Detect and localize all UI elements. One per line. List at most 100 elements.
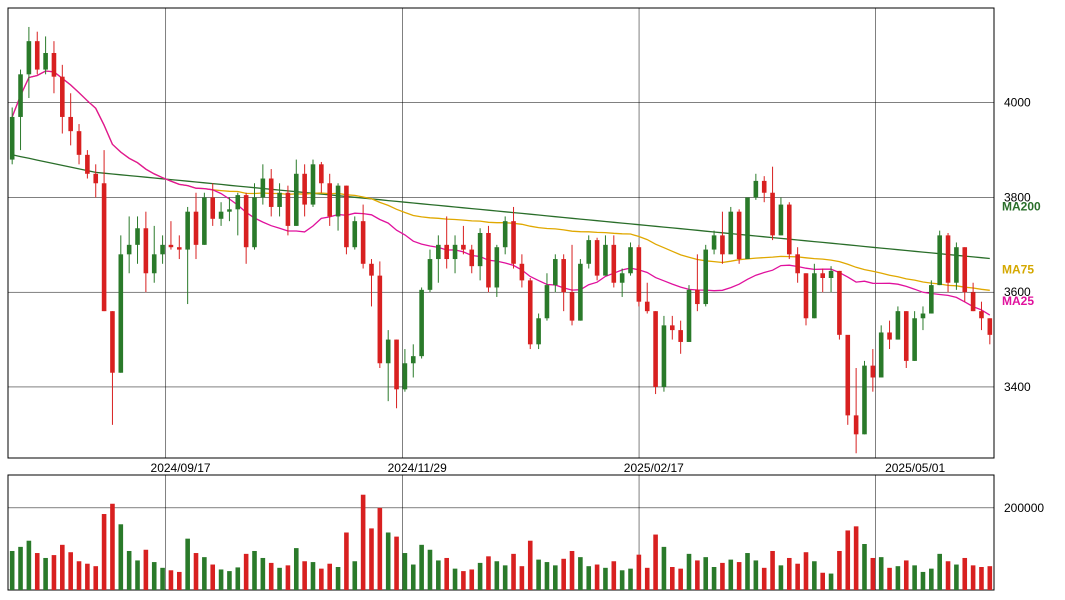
candle-body xyxy=(177,247,182,249)
volume-bar xyxy=(921,572,926,590)
candle-body xyxy=(561,259,566,292)
volume-bar xyxy=(18,547,23,590)
candle-body xyxy=(503,221,508,247)
y-tick-label: 4000 xyxy=(1004,96,1031,110)
candle-body xyxy=(35,41,40,69)
volume-bar xyxy=(261,558,266,590)
candle-body xyxy=(344,186,349,248)
volume-bar xyxy=(612,561,617,590)
volume-bar xyxy=(645,568,650,590)
candle-body xyxy=(469,250,474,267)
volume-bar xyxy=(779,565,784,590)
volume-bar xyxy=(486,556,491,590)
candle-body xyxy=(737,212,742,259)
candle-body xyxy=(43,53,48,70)
volume-bar xyxy=(988,566,993,590)
candle-body xyxy=(336,186,341,217)
volume-bar xyxy=(428,550,433,590)
volume-bar xyxy=(854,526,859,590)
candle-body xyxy=(119,254,124,372)
candle-body xyxy=(586,240,591,264)
candle-body xyxy=(444,245,449,259)
volume-bar xyxy=(27,541,32,590)
candle-body xyxy=(235,195,240,209)
volume-bar xyxy=(369,528,374,590)
volume-bar xyxy=(946,561,951,590)
candle-body xyxy=(937,235,942,285)
volume-bar xyxy=(135,560,140,590)
volume-bar xyxy=(503,565,508,590)
candle-body xyxy=(394,340,399,390)
y-tick-label: 3400 xyxy=(1004,380,1031,394)
candle-body xyxy=(378,276,383,364)
candle-body xyxy=(570,292,575,320)
candle-body xyxy=(620,273,625,282)
candle-body xyxy=(829,271,834,278)
candle-body xyxy=(436,245,441,259)
candle-body xyxy=(645,302,650,311)
candle-body xyxy=(762,181,767,193)
volume-bar xyxy=(194,553,199,590)
candle-body xyxy=(386,340,391,364)
volume-bar xyxy=(386,533,391,591)
candle-body xyxy=(779,205,784,236)
candle-body xyxy=(352,221,357,247)
candle-body xyxy=(553,259,558,285)
candle-body xyxy=(261,179,266,198)
volume-bar xyxy=(971,565,976,590)
volume-bar xyxy=(896,566,901,590)
candle-body xyxy=(327,183,332,216)
candle-body xyxy=(820,273,825,278)
candle-body xyxy=(102,183,107,311)
volume-bar xyxy=(52,555,57,590)
ma-label: MA25 xyxy=(1002,294,1034,308)
volume-bar xyxy=(177,572,182,590)
volume-bar xyxy=(528,541,533,590)
candle-body xyxy=(962,247,967,292)
volume-bar xyxy=(653,535,658,590)
volume-bar xyxy=(795,564,800,590)
ma-label: MA75 xyxy=(1002,263,1034,277)
volume-bar xyxy=(829,574,834,590)
volume-bar xyxy=(269,563,274,590)
volume-bar xyxy=(703,557,708,590)
candle-body xyxy=(294,174,299,226)
volume-bar xyxy=(336,567,341,590)
candle-body xyxy=(403,363,408,389)
candle-body xyxy=(85,155,90,174)
volume-bar xyxy=(678,569,683,590)
volume-bar xyxy=(119,524,124,590)
volume-bar xyxy=(436,560,441,590)
volume-bar xyxy=(319,569,324,590)
volume-bar xyxy=(495,561,500,590)
volume-bar xyxy=(887,568,892,590)
volume-bar xyxy=(219,569,224,590)
volume-bar xyxy=(60,545,65,590)
candle-body xyxy=(428,259,433,290)
volume-bar xyxy=(728,560,733,590)
volume-bar xyxy=(127,551,132,590)
volume-bar xyxy=(210,565,215,590)
candle-body xyxy=(812,273,817,318)
volume-bar xyxy=(411,565,416,590)
volume-bar xyxy=(160,568,165,590)
x-tick-label: 2025/02/17 xyxy=(624,461,684,475)
candle-body xyxy=(219,212,224,219)
volume-bar xyxy=(93,566,98,590)
candle-body xyxy=(18,74,23,117)
candle-body xyxy=(979,311,984,318)
volume-bar xyxy=(478,563,483,590)
volume-bar xyxy=(904,560,909,590)
volume-bar xyxy=(804,552,809,590)
volume-bar xyxy=(687,554,692,590)
candle-body xyxy=(194,212,199,245)
volume-bar xyxy=(954,565,959,590)
volume-bar xyxy=(737,562,742,590)
candle-body xyxy=(712,235,717,249)
candle-body xyxy=(971,292,976,311)
candle-body xyxy=(152,254,157,273)
candle-body xyxy=(612,245,617,283)
candle-body xyxy=(185,212,190,250)
candle-body xyxy=(687,290,692,342)
candle-body xyxy=(536,318,541,344)
